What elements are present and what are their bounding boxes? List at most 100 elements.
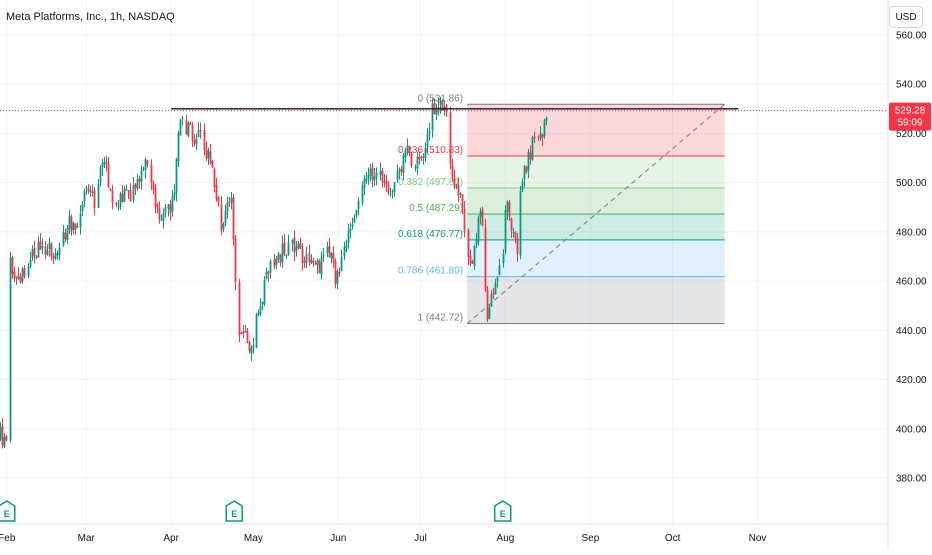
candle-body	[66, 228, 69, 241]
candle-body	[85, 187, 88, 189]
candle-body	[222, 224, 225, 229]
candle-body	[129, 189, 132, 201]
candle-body	[177, 133, 180, 162]
candle-body	[428, 130, 431, 134]
candle-body	[477, 217, 480, 242]
fib-zone	[467, 239, 725, 277]
fib-level-label: 0.786 (461.80)	[398, 266, 463, 277]
candle-body	[39, 241, 42, 250]
candle-body	[418, 156, 421, 160]
earnings-marker[interactable]: E	[0, 500, 16, 522]
candle-body	[498, 264, 501, 276]
candle-body	[169, 204, 172, 214]
candle-body	[371, 166, 374, 180]
candle-body	[514, 232, 517, 239]
candle-body	[422, 156, 425, 159]
candle-body	[52, 256, 55, 259]
candle-body	[383, 181, 386, 183]
time-axis[interactable]: Feb Mar Apr May Jun Jul Aug Sep Oct Nov	[0, 533, 766, 544]
price-tick-label: 500.00	[896, 178, 927, 189]
candle-body	[357, 200, 360, 209]
candle-body	[93, 190, 96, 208]
candle-body	[334, 261, 337, 285]
candle-body	[230, 197, 233, 203]
candle-body	[115, 202, 118, 205]
candle-body	[99, 167, 102, 183]
candle-body	[312, 261, 315, 263]
candle-body	[449, 112, 452, 165]
candle-body	[479, 211, 482, 218]
candle-body	[242, 332, 245, 334]
candle-body	[533, 136, 536, 139]
candle-body	[171, 196, 174, 212]
candle-body	[107, 164, 110, 188]
candle-body	[521, 181, 524, 191]
candle-body	[173, 192, 176, 197]
drawings[interactable]	[0, 103, 888, 325]
candle-body	[481, 209, 484, 226]
candle-body	[363, 178, 366, 188]
fib-zone	[467, 156, 725, 189]
candle-body	[469, 255, 472, 263]
earnings-badge-icon	[493, 500, 512, 522]
candle-body	[246, 331, 249, 343]
candle-body	[33, 247, 36, 256]
candle-body	[23, 267, 26, 277]
candle-body	[510, 218, 513, 231]
candle-body	[484, 227, 487, 291]
price-tick-label: 400.00	[896, 424, 927, 435]
candle-body	[441, 100, 444, 111]
earnings-badge-icon	[225, 500, 243, 522]
candle-body	[160, 219, 163, 221]
candle-body	[269, 260, 272, 273]
price-axis[interactable]: 560.00 540.00 520.00 500.00 480.00 460.00 440.…	[896, 31, 927, 485]
price-tick-label: 520.00	[896, 129, 927, 140]
candle-body	[64, 232, 67, 240]
candle-body	[393, 182, 396, 193]
candle-body	[154, 188, 157, 207]
candle-body	[179, 120, 182, 136]
candle-body	[21, 268, 24, 282]
candle-body	[318, 261, 321, 273]
candle-body	[224, 210, 227, 224]
candle-body	[152, 182, 155, 190]
candle-body	[408, 148, 411, 154]
candle-body	[320, 257, 323, 276]
candle-body	[119, 193, 122, 207]
candle-body	[181, 118, 184, 120]
price-tick-label: 380.00	[896, 474, 927, 485]
candle-body	[189, 122, 192, 125]
candle-body	[316, 259, 319, 266]
candle-body	[367, 175, 370, 180]
candle-body	[455, 186, 458, 188]
candle-body	[431, 103, 434, 131]
candle-body	[213, 168, 216, 188]
candle-body	[488, 307, 491, 319]
candle-body	[523, 166, 526, 180]
candle-body	[424, 147, 427, 158]
candle-body	[83, 190, 86, 202]
candle-body	[496, 277, 499, 282]
candle-body	[508, 202, 511, 217]
candle-body	[156, 204, 159, 208]
candle-body	[259, 306, 262, 314]
candle-body	[228, 201, 231, 203]
candle-body	[11, 257, 14, 275]
candle-body	[525, 166, 528, 173]
candle-body	[322, 254, 325, 256]
candle-body	[285, 254, 288, 257]
candle-countdown-label: 59:09	[897, 118, 922, 129]
earnings-marker[interactable]: E	[225, 500, 243, 522]
candle-body	[97, 183, 100, 208]
candle-body	[539, 133, 542, 139]
currency-button[interactable]: USD	[889, 6, 923, 28]
earnings-marker[interactable]: E	[493, 500, 512, 522]
fib-trend-line[interactable]	[466, 103, 725, 325]
candle-body	[234, 238, 237, 282]
candle-body	[158, 208, 161, 220]
candle-body	[283, 241, 286, 255]
fibonacci-zones[interactable]	[467, 104, 725, 324]
price-tick-label: 460.00	[896, 277, 927, 288]
